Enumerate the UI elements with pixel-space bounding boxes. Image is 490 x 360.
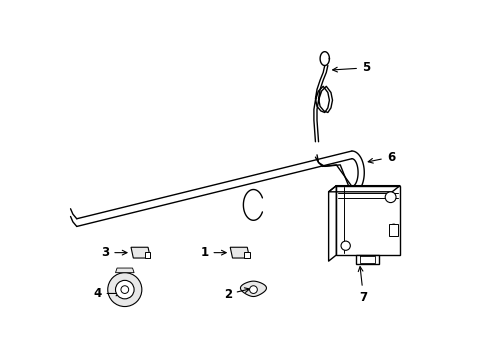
Circle shape xyxy=(108,273,142,306)
Polygon shape xyxy=(131,247,150,258)
Circle shape xyxy=(385,192,396,203)
Circle shape xyxy=(341,241,350,250)
Text: 1: 1 xyxy=(200,246,226,259)
Polygon shape xyxy=(244,252,249,258)
Polygon shape xyxy=(116,268,134,273)
Text: 3: 3 xyxy=(101,246,127,259)
Text: 4: 4 xyxy=(93,287,121,300)
Circle shape xyxy=(249,286,257,293)
Polygon shape xyxy=(356,255,379,264)
Polygon shape xyxy=(145,252,150,258)
Text: 7: 7 xyxy=(358,267,368,304)
Text: 5: 5 xyxy=(333,61,370,74)
Text: 6: 6 xyxy=(368,150,395,164)
Text: 2: 2 xyxy=(223,288,249,301)
Polygon shape xyxy=(230,247,249,258)
Bar xyxy=(336,186,400,255)
Polygon shape xyxy=(389,224,398,236)
Circle shape xyxy=(121,286,129,293)
Polygon shape xyxy=(241,281,267,297)
Circle shape xyxy=(116,280,134,299)
Circle shape xyxy=(390,224,397,232)
